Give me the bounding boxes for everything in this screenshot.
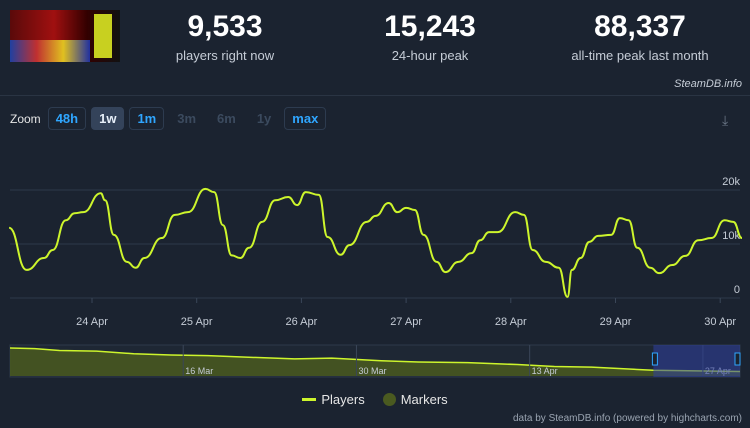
navigator-tick-label: 30 Mar <box>358 366 386 376</box>
x-tick-label: 29 Apr <box>600 316 632 328</box>
footer-credit[interactable]: data by SteamDB.info (powered by highcha… <box>513 413 742 424</box>
download-icon[interactable]: ⤓ <box>722 112 729 128</box>
header: 9,533 players right now 15,243 24-hour p… <box>0 0 750 95</box>
x-tick-label: 27 Apr <box>390 316 422 328</box>
legend-label: Players <box>321 392 365 407</box>
zoom-1w-button[interactable]: 1w <box>91 107 125 130</box>
x-tick-label: 24 Apr <box>76 316 108 328</box>
x-tick-label: 28 Apr <box>495 316 527 328</box>
zoom-1y-button: 1y <box>256 111 272 126</box>
navigator-area <box>10 348 740 376</box>
stat-label: players right now <box>175 48 275 63</box>
navigator-tick-label: 16 Mar <box>185 366 213 376</box>
player-chart: 0 10k 20k 24 Apr 25 Apr 26 Apr 27 Apr 28 Apr 29 … <box>8 176 743 378</box>
zoom-controls: Zoom 48h 1w 1m 3m 6m 1y max <box>10 107 327 130</box>
legend-label: Markers <box>400 392 448 407</box>
legend-players[interactable]: Players <box>302 392 365 407</box>
stat-label: 24-hour peak <box>391 48 469 63</box>
zoom-1m-button[interactable]: 1m <box>129 107 165 130</box>
zoom-3m-button: 3m <box>177 111 197 126</box>
steamdb-credit[interactable]: SteamDB.info <box>674 78 742 90</box>
zoom-max-button[interactable]: max <box>284 107 327 130</box>
stat-label: all-time peak last month <box>571 48 709 63</box>
stat-all-time-peak: 88,337 all-time peak last month <box>565 10 715 63</box>
y-tick-label: 0 <box>734 284 740 296</box>
x-tick-label: 26 Apr <box>285 316 317 328</box>
legend-markers[interactable]: Markers <box>382 392 448 407</box>
navigator-selection <box>653 345 740 377</box>
navigator-handle[interactable] <box>734 352 741 366</box>
stat-players-now: 9,533 players right now <box>160 10 290 63</box>
divider <box>0 95 750 96</box>
stat-24h-peak: 15,243 24-hour peak <box>365 10 495 63</box>
navigator-handle[interactable] <box>651 352 658 366</box>
x-tick-label: 30 Apr <box>704 316 736 328</box>
x-tick-label: 25 Apr <box>181 316 213 328</box>
stat-value: 15,243 <box>384 10 476 43</box>
y-tick-label: 20k <box>722 176 740 188</box>
navigator-line <box>9 347 741 373</box>
legend: Players Markers <box>0 392 750 407</box>
players-line <box>8 187 743 298</box>
game-thumbnail[interactable] <box>10 10 120 62</box>
stat-value: 88,337 <box>594 10 686 43</box>
zoom-48h-button[interactable]: 48h <box>47 107 87 130</box>
zoom-6m-button: 6m <box>217 111 236 126</box>
navigator-tick-label: 13 Apr <box>532 366 558 376</box>
stat-value: 9,533 <box>187 10 263 43</box>
zoom-label: Zoom <box>10 111 41 126</box>
y-tick-label: 10k <box>722 230 740 242</box>
